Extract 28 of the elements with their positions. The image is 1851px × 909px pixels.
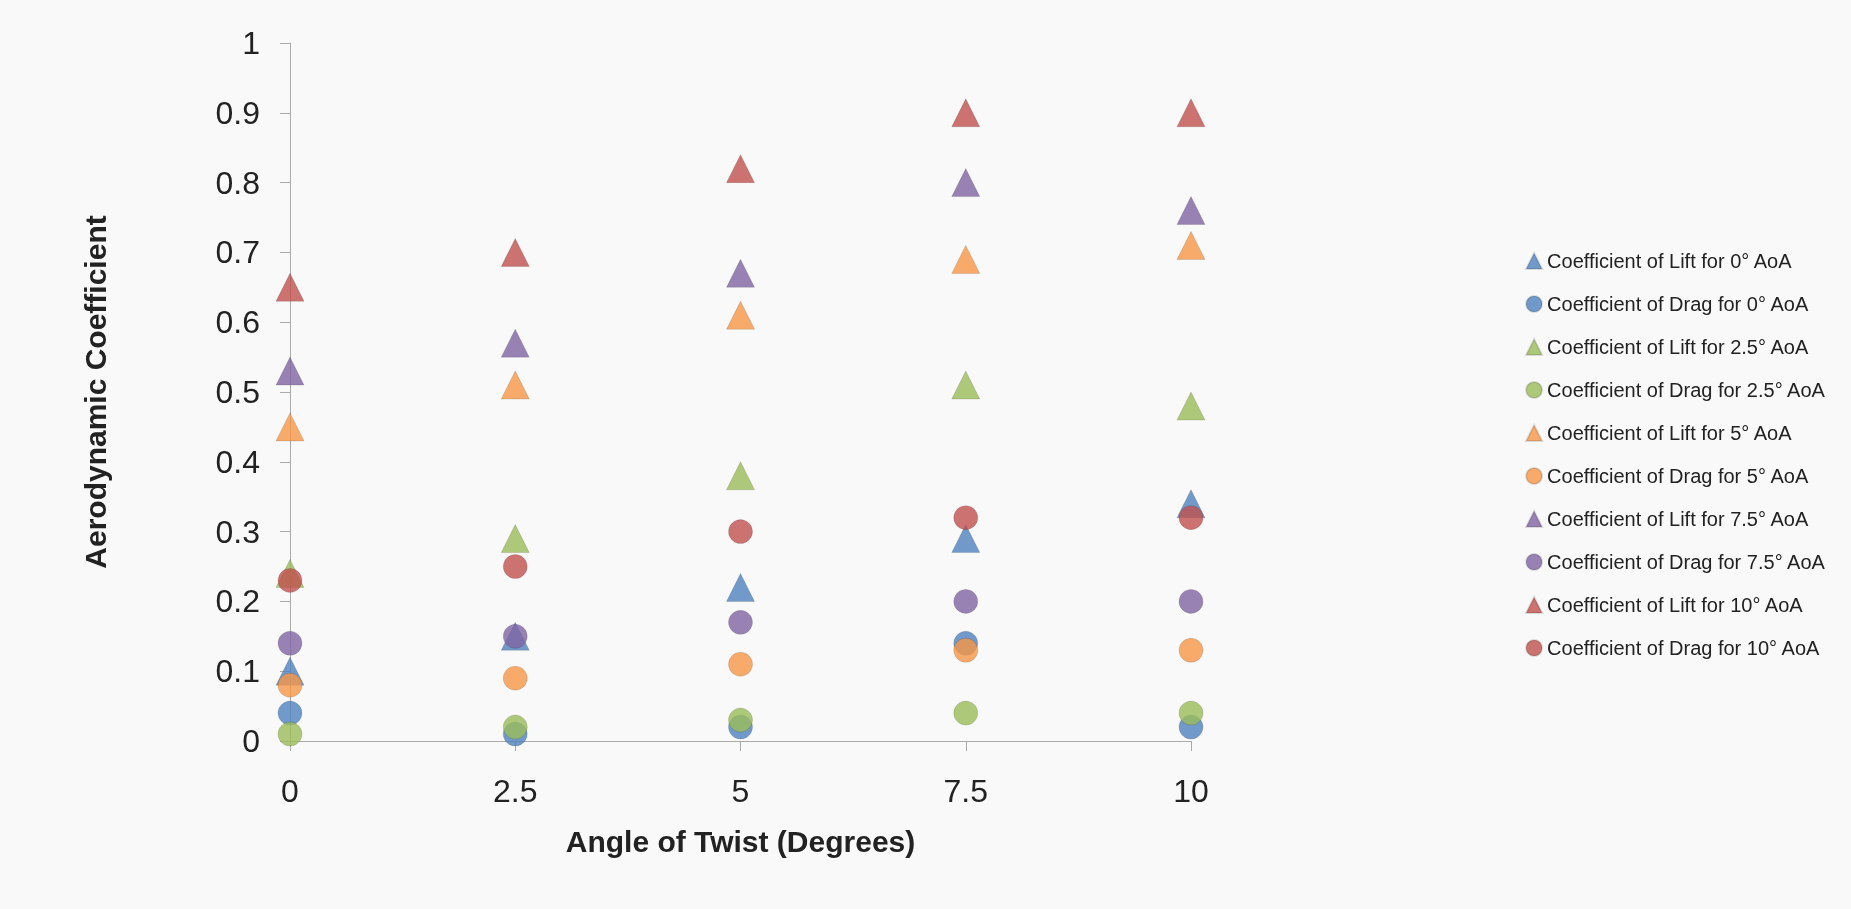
y-tick-label: 0.9: [215, 94, 260, 131]
y-tick-label: 0.7: [215, 234, 260, 271]
y-tick-label: 0.2: [215, 583, 260, 620]
legend-label: Coefficient of Drag for 10° AoA: [1547, 637, 1820, 659]
y-tick-label: 0.5: [215, 374, 260, 410]
legend-label: Coefficient of Drag for 7.5° AoA: [1547, 551, 1826, 573]
legend-label: Coefficient of Drag for 0° AoA: [1547, 293, 1809, 315]
legend-label: Coefficient of Lift for 5° AoA: [1547, 422, 1793, 444]
legend-label: Coefficient of Lift for 0° AoA: [1547, 250, 1793, 272]
y-axis-title: Aerodynamic Coefficient: [78, 215, 112, 569]
x-axis-title: Angle of Twist (Degrees): [565, 824, 916, 858]
y-tick-label: 0.1: [215, 653, 260, 690]
x-tick-label: 10: [1173, 773, 1209, 809]
x-tick-label: 5: [731, 773, 750, 809]
legend-label: Coefficient of Lift for 7.5° AoA: [1547, 508, 1809, 530]
y-tick-label: 0.6: [215, 304, 260, 341]
legend-label: Coefficient of Drag for 5° AoA: [1547, 465, 1809, 487]
y-tick-label: 0.4: [215, 443, 260, 480]
legend-label: Coefficient of Lift for 10° AoA: [1547, 594, 1804, 616]
y-tick-label: 0.3: [215, 513, 260, 550]
x-tick-label: 2.5: [493, 773, 538, 809]
x-tick-label: 0: [281, 773, 299, 809]
y-tick-label: 0: [242, 723, 260, 759]
legend-label: Coefficient of Drag for 2.5° AoA: [1547, 379, 1826, 401]
x-tick-label: 7.5: [943, 773, 988, 809]
legend-label: Coefficient of Lift for 2.5° AoA: [1547, 336, 1809, 358]
y-tick-label: 1: [242, 25, 260, 61]
y-tick-label: 0.8: [215, 164, 260, 201]
